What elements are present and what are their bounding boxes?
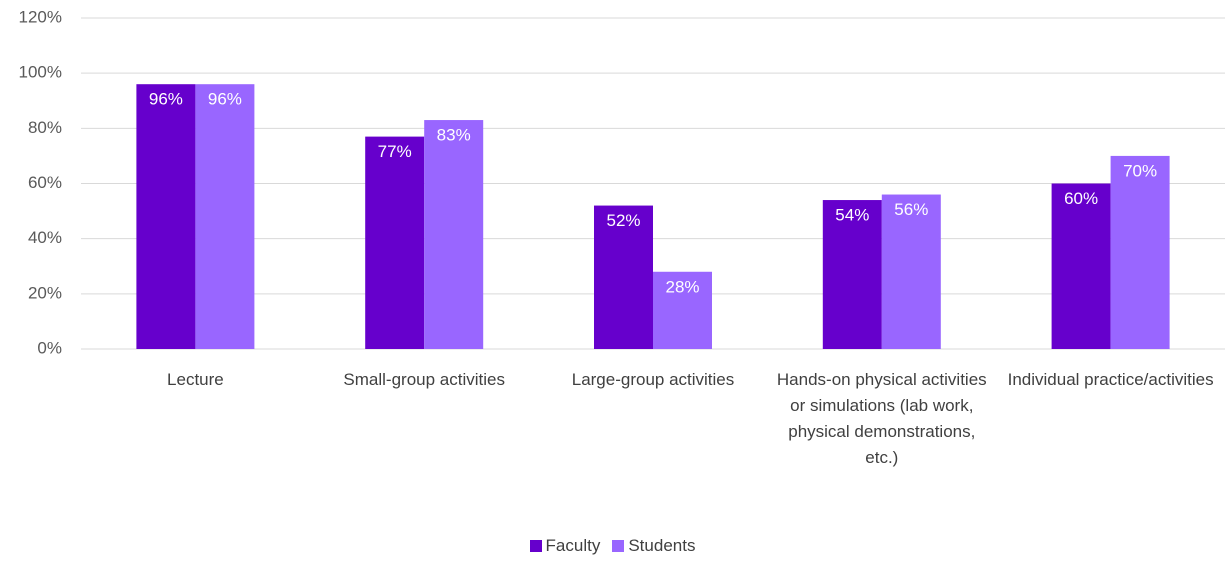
data-label: 52% [606,211,640,230]
data-label: 28% [665,277,699,296]
x-tick-label: Individual practice/activities [1007,370,1214,389]
y-tick-label: 20% [28,283,62,302]
data-label: 70% [1123,161,1157,180]
data-label: 77% [378,142,412,161]
data-label: 54% [835,206,869,225]
bar [136,84,196,349]
x-tick-label: Small-group activities [343,370,505,389]
data-label: 96% [208,90,242,109]
legend-label: Faculty [545,536,601,555]
legend-label: Students [628,536,696,555]
bar [424,120,484,349]
data-label: 60% [1064,189,1098,208]
bar [881,194,941,349]
legend-item: Students [612,536,695,555]
legend-swatch [612,540,625,552]
legend-swatch [529,540,542,552]
x-tick-label: Hands-on physical activities or simulati… [776,370,987,467]
y-tick-label: 80% [28,118,62,137]
bar [822,200,882,349]
bar [1110,155,1170,349]
y-tick-label: 0% [37,338,62,357]
data-label: 83% [437,126,471,145]
x-tick-label: Lecture [167,370,224,389]
bar [653,271,712,349]
data-label: 96% [149,90,183,109]
x-tick-label: Large-group activities [571,370,735,389]
y-tick-label: 60% [28,173,62,192]
bar [195,84,255,349]
legend: Faculty Students [0,536,1225,556]
data-label: 56% [894,200,928,219]
bar [365,136,425,349]
y-tick-label: 40% [28,228,62,247]
legend-item: Faculty [529,536,601,555]
y-tick-label: 100% [19,63,62,82]
y-tick-label: 120% [19,7,62,26]
bar [1051,183,1111,349]
bar [594,205,653,349]
